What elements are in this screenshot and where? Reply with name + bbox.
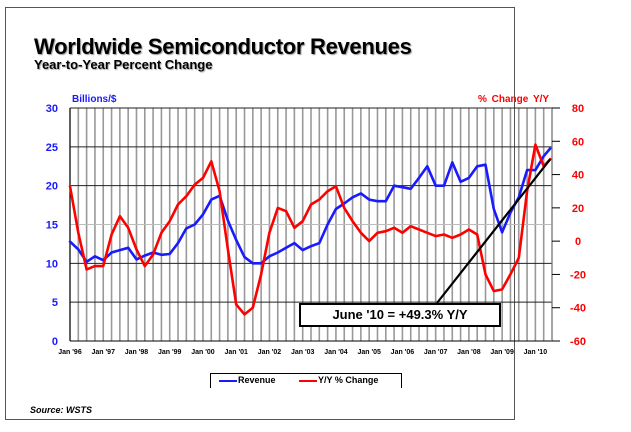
right-axis-label: % Change Y/Y — [478, 94, 550, 105]
series-line-y-y-change — [68, 143, 552, 316]
left-tick-label: 0 — [52, 336, 58, 348]
x-tick-label: Jan '02 — [258, 349, 282, 356]
right-tick-label: 20 — [572, 203, 584, 215]
right-tick-label: 60 — [572, 136, 584, 148]
annotation-callout: June '10 = +49.3% Y/Y — [299, 303, 501, 327]
legend-item-yoy: Y/Y % Change — [299, 375, 378, 385]
right-tick-label: -60 — [570, 336, 586, 348]
x-tick-label: Jan '03 — [291, 349, 315, 356]
left-tick-label: 20 — [46, 181, 58, 193]
x-tick-label: Jan '00 — [191, 349, 215, 356]
x-tick-label: Jan '09 — [490, 349, 514, 356]
left-tick-label: 15 — [46, 220, 58, 232]
legend-label-yoy: Y/Y % Change — [318, 375, 379, 385]
right-tick-label: -40 — [570, 303, 586, 315]
right-tick-label: 40 — [572, 170, 584, 182]
x-tick-label: Jan '01 — [224, 349, 248, 356]
x-tick-label: Jan '05 — [357, 349, 381, 356]
left-tick-label: 25 — [46, 142, 58, 154]
series-layer — [68, 143, 552, 316]
x-tick-label: Jan '99 — [158, 349, 182, 356]
legend-swatch-yoy — [299, 379, 317, 382]
legend-swatch-revenue — [219, 379, 237, 382]
x-tick-label: Jan '04 — [324, 349, 348, 356]
x-tick-label: Jan '97 — [92, 349, 116, 356]
series-line-revenue — [68, 147, 552, 265]
left-tick-label: 5 — [52, 297, 58, 309]
source-note: Source: WSTS — [30, 405, 93, 415]
x-tick-label: Jan '96 — [58, 349, 82, 356]
x-tick-label: Jan '08 — [457, 349, 481, 356]
right-tick-label: -20 — [570, 269, 586, 281]
grid — [69, 107, 553, 342]
chart-subtitle: Year-to-Year Percent Change — [34, 57, 213, 72]
chart-title: Worldwide Semiconductor Revenues — [34, 34, 412, 59]
right-tick-label: 80 — [572, 103, 584, 115]
x-axis-ticks: Jan '96 Jan '97 Jan '98 Jan '99 Jan '00 Jan '… — [58, 349, 547, 356]
right-tick-label: 0 — [575, 236, 581, 248]
chart-frame — [5, 7, 515, 420]
legend-item-revenue: Revenue — [219, 375, 276, 385]
annotation-pointer — [436, 158, 552, 304]
x-tick-label: Jan '06 — [391, 349, 415, 356]
legend: Revenue Y/Y % Change — [210, 373, 402, 388]
left-tick-label: 30 — [46, 103, 58, 115]
left-tick-label: 10 — [46, 258, 58, 270]
legend-label-revenue: Revenue — [238, 375, 276, 385]
left-axis-label: Billions/$ — [72, 94, 117, 105]
x-tick-label: Jan '10 — [524, 349, 548, 356]
x-tick-label: Jan '98 — [125, 349, 149, 356]
right-axis-ticks: -60 -40 -20 0 20 40 60 80 — [552, 103, 586, 348]
annotation-arrow-line — [436, 158, 552, 304]
x-tick-label: Jan '07 — [424, 349, 448, 356]
left-axis-ticks: 0 5 10 15 20 25 30 — [46, 103, 58, 348]
